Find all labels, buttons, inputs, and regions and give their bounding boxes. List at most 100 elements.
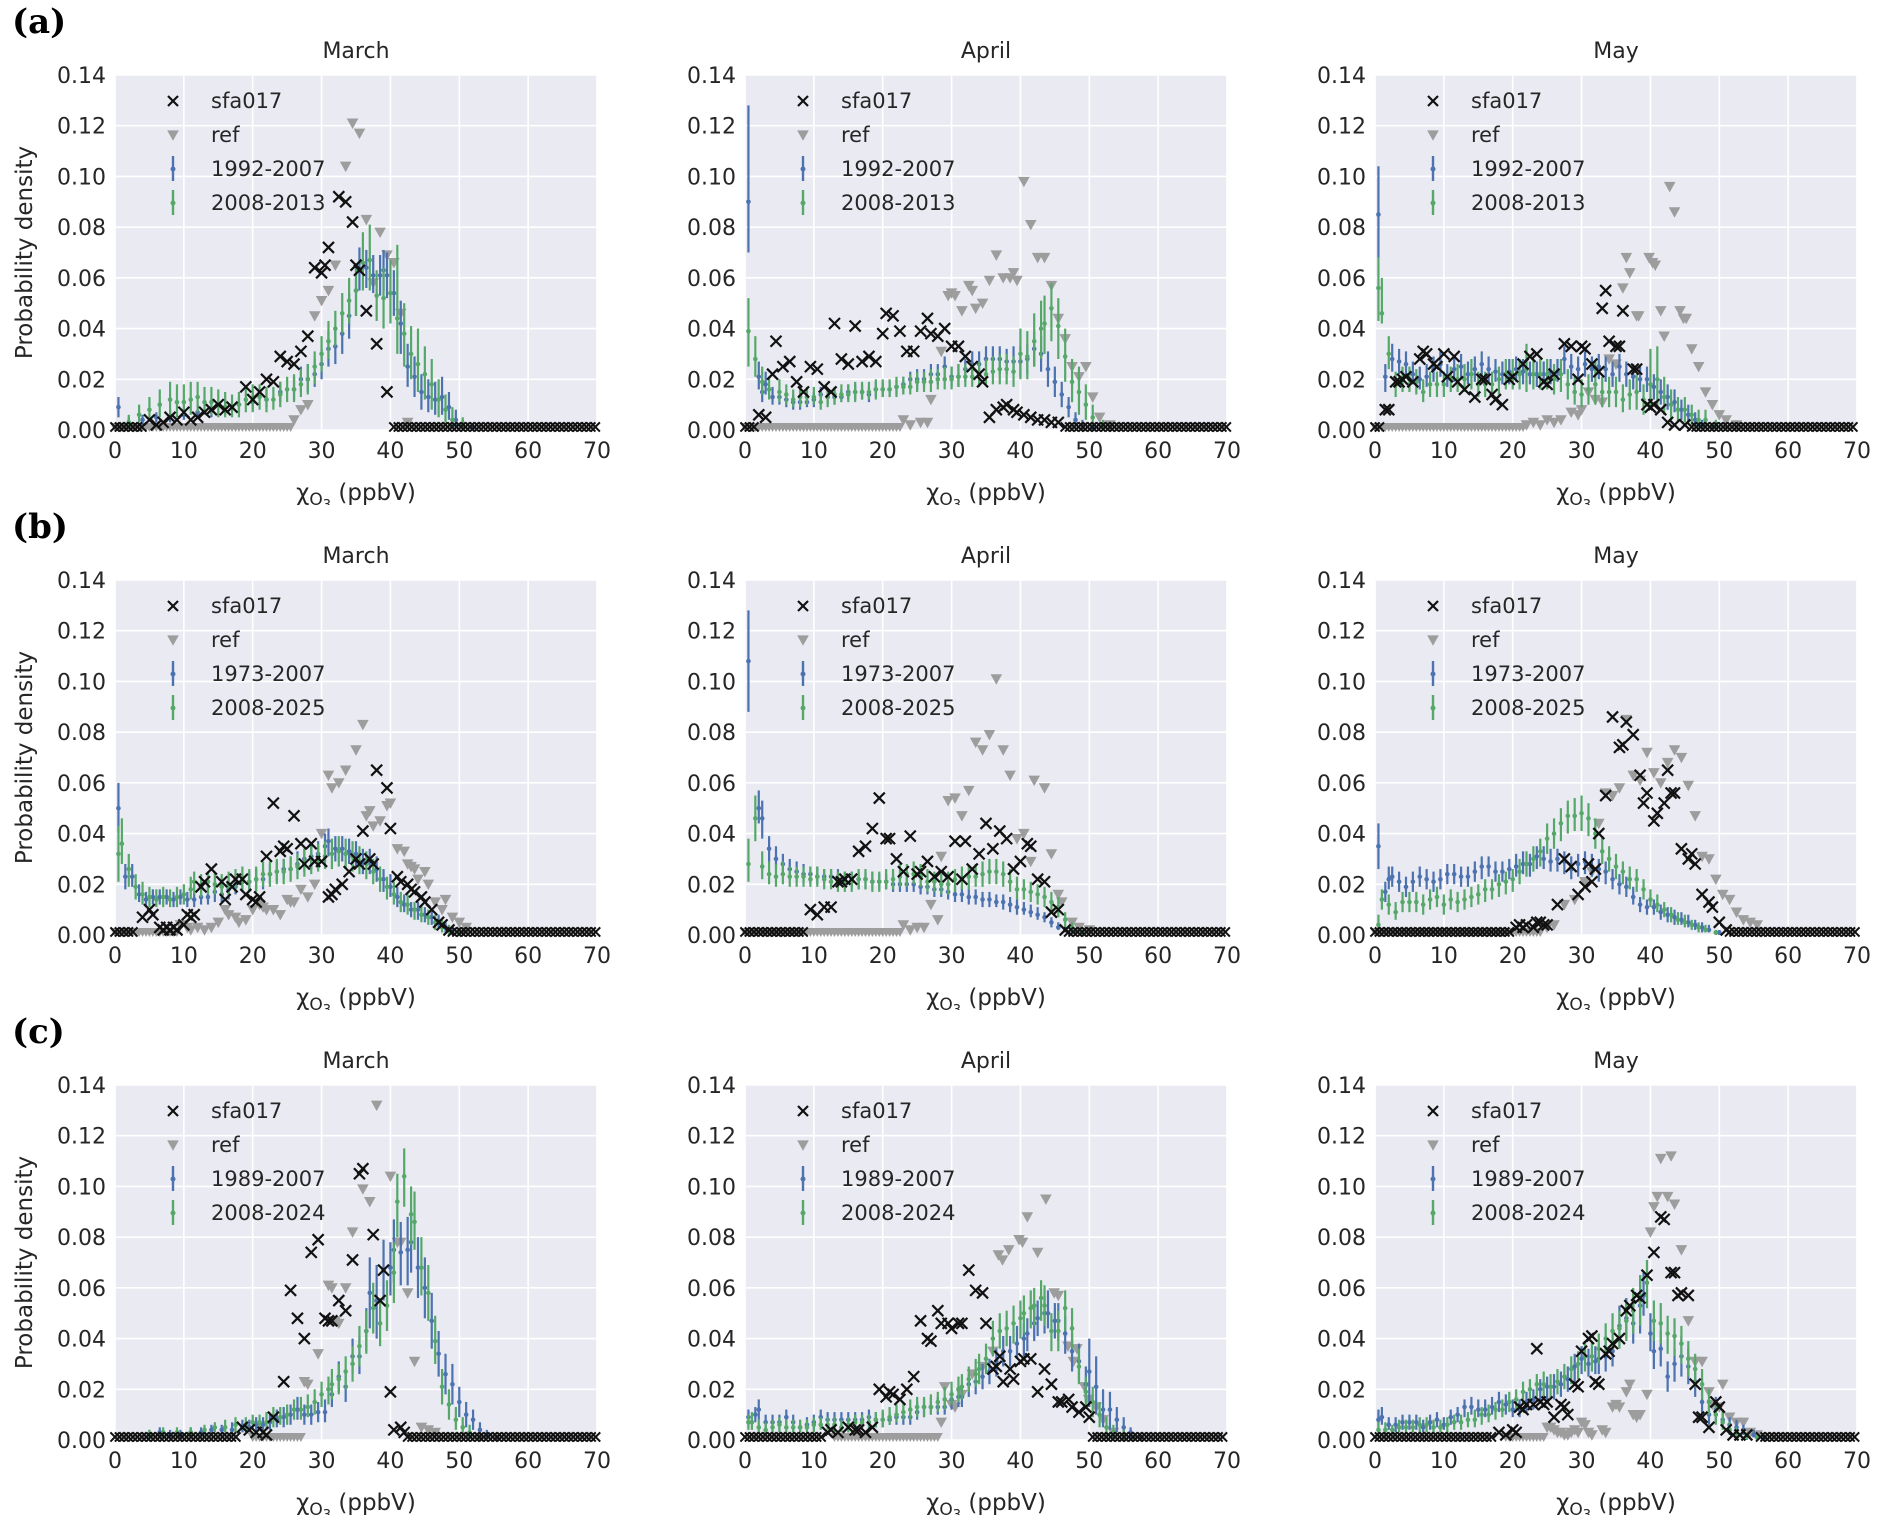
legend-item-hist2: 2008-2013 <box>1430 190 1585 215</box>
x-tick-label: 60 <box>1144 1449 1172 1474</box>
gridlines <box>744 579 1228 936</box>
legend-item-sfa017: sfa017 <box>797 89 912 113</box>
legend-label: ref <box>211 628 240 652</box>
legend-label: sfa017 <box>841 1099 912 1123</box>
series-sfa017 <box>739 791 1231 938</box>
x-tick-label: 40 <box>1006 1449 1034 1474</box>
y-tick-label: 0.00 <box>1317 924 1366 949</box>
legend-item-hist2: 2008-2025 <box>800 695 955 720</box>
y-tick-label: 0.14 <box>57 569 106 594</box>
series-sfa017 <box>109 1162 601 1443</box>
y-tick-label: 0.02 <box>57 368 106 393</box>
legend-item-hist1: 1992-2007 <box>800 156 955 181</box>
x-tick-label: 70 <box>583 439 611 464</box>
y-tick-label: 0.06 <box>1317 1277 1366 1302</box>
subplot-strip: March 0.00 0.02 0.04 0.06 0.08 0.10 0.12 0.14 0 10… <box>0 1010 1890 1515</box>
errorbar-icon <box>1430 156 1436 181</box>
y-axis-label: Probability density <box>12 651 38 864</box>
y-tick-label: 0.06 <box>687 1277 736 1302</box>
x-tick-label: 40 <box>1006 944 1034 969</box>
x-tick-label: 70 <box>1843 439 1871 464</box>
x-tick-label: 30 <box>308 944 336 969</box>
legend-item-hist2: 2008-2025 <box>1430 695 1585 720</box>
errorbar-icon <box>800 661 806 686</box>
y-tick-label: 0.02 <box>1317 873 1366 898</box>
x-tick-label: 20 <box>239 1449 267 1474</box>
x-axis-label: χO3 (ppbV) <box>926 1490 1046 1515</box>
x-tick-label: 70 <box>1843 944 1871 969</box>
series-hist2 <box>1376 1259 1760 1440</box>
legend-label: sfa017 <box>841 594 912 618</box>
y-tick-label: 0.14 <box>1317 569 1366 594</box>
series-sfa017 <box>109 190 601 433</box>
x-tick-label: 50 <box>445 439 473 464</box>
y-tick-label: 0.10 <box>1317 670 1366 695</box>
x-marker-icon <box>797 600 809 612</box>
legend-item-sfa017: sfa017 <box>167 594 282 618</box>
x-tick-label: 70 <box>1213 944 1241 969</box>
y-tick-label: 0.12 <box>1317 115 1366 140</box>
triangle-down-icon <box>797 130 809 141</box>
x-axis-label: χO3 (ppbV) <box>926 480 1046 505</box>
y-tick-label: 0.04 <box>687 318 736 343</box>
panel-row-b: (b) March 0.00 0.02 0.04 0.06 0.08 0.10 0.12 0.14… <box>0 505 1892 1010</box>
subplot-may: May 0.00 0.02 0.04 0.06 0.08 0.10 0.12 0.14 0 10 20… <box>1317 544 1871 1010</box>
x-tick-label: 40 <box>376 1449 404 1474</box>
x-axis-label: χO3 (ppbV) <box>1556 480 1676 505</box>
x-tick-label: 10 <box>170 944 198 969</box>
legend-item-ref: ref <box>797 628 870 652</box>
x-tick-label: 50 <box>1705 439 1733 464</box>
y-tick-label: 0.10 <box>687 1175 736 1200</box>
x-tick-label: 20 <box>869 944 897 969</box>
legend-item-hist2: 2008-2024 <box>170 1200 325 1225</box>
errorbar-icon <box>1430 1200 1436 1225</box>
series-hist2 <box>1376 795 1719 935</box>
x-tick-label: 20 <box>869 439 897 464</box>
x-marker-icon <box>167 1105 179 1117</box>
x-tick-label: 60 <box>1774 439 1802 464</box>
x-tick-label: 40 <box>376 439 404 464</box>
x-tick-label: 70 <box>1213 439 1241 464</box>
legend-label: 2008-2024 <box>211 1201 325 1225</box>
x-tick-label: 10 <box>1430 944 1458 969</box>
legend: sfa017 ref 1973-2007 2008-2025 <box>797 594 955 720</box>
series-sfa017 <box>1369 284 1859 433</box>
x-marker-icon <box>167 600 179 612</box>
legend-label: sfa017 <box>1471 1099 1542 1123</box>
x-tick-label: 50 <box>1705 944 1733 969</box>
legend-label: sfa017 <box>1471 89 1542 113</box>
plot-title: May <box>1593 1049 1638 1074</box>
plot-title: May <box>1593 39 1638 64</box>
legend-label: sfa017 <box>1471 594 1542 618</box>
y-tick-label: 0.06 <box>57 1277 106 1302</box>
triangle-down-icon <box>1427 635 1439 646</box>
y-tick-label: 0.04 <box>1317 1328 1366 1353</box>
triangle-down-icon <box>797 1140 809 1151</box>
legend-label: 1989-2007 <box>841 1167 955 1191</box>
y-axis-label: Probability density <box>12 146 38 359</box>
legend-item-hist1: 1989-2007 <box>1430 1166 1585 1191</box>
series-ref <box>1500 1151 1763 1442</box>
x-tick-label: 0 <box>108 439 122 464</box>
y-tick-label: 0.04 <box>57 318 106 343</box>
x-marker-icon <box>1427 1105 1439 1117</box>
x-tick-label: 0 <box>738 439 752 464</box>
plot-area <box>115 580 597 935</box>
x-tick-label: 60 <box>514 439 542 464</box>
y-tick-label: 0.14 <box>1317 64 1366 89</box>
y-tick-label: 0.02 <box>1317 1378 1366 1403</box>
subplot-strip: March 0.00 0.02 0.04 0.06 0.08 0.10 0.12 0.14 0 10… <box>0 0 1890 505</box>
x-tick-label: 0 <box>738 1449 752 1474</box>
series-hist2 <box>746 282 1106 430</box>
errorbar-icon <box>800 695 806 720</box>
y-tick-label: 0.00 <box>687 419 736 444</box>
legend-label: ref <box>1471 1133 1500 1157</box>
x-tick-label: 0 <box>1368 944 1382 969</box>
legend-label: ref <box>211 123 240 147</box>
x-tick-label: 70 <box>583 944 611 969</box>
x-axis-label: χO3 (ppbV) <box>296 1490 416 1515</box>
subplot-april: April 0.00 0.02 0.04 0.06 0.08 0.10 0.12 0.14 0 10… <box>687 39 1241 505</box>
legend: sfa017 ref 1989-2007 2008-2024 <box>797 1099 955 1225</box>
legend-item-hist1: 1992-2007 <box>1430 156 1585 181</box>
